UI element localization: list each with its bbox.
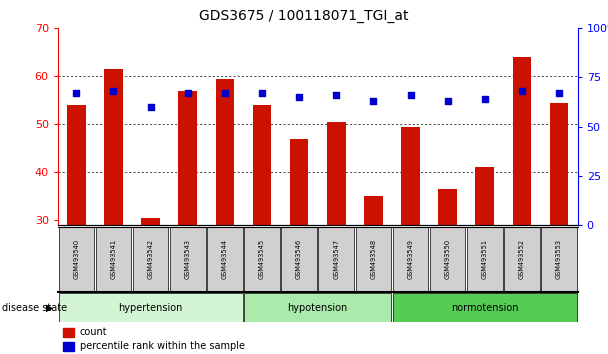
Bar	[401, 126, 420, 225]
Text: GSM493550: GSM493550	[444, 239, 451, 279]
Point	[146, 104, 156, 110]
Point	[331, 92, 341, 98]
Point	[220, 90, 230, 96]
Point	[257, 90, 267, 96]
Bar	[58, 293, 243, 322]
Bar	[290, 138, 308, 225]
Text: GSM493549: GSM493549	[407, 239, 413, 279]
Text: GSM493542: GSM493542	[148, 239, 154, 279]
Point	[480, 96, 489, 102]
Point	[294, 94, 304, 100]
Bar	[430, 227, 466, 292]
Text: GSM493552: GSM493552	[519, 239, 525, 279]
Text: GSM493548: GSM493548	[370, 239, 376, 279]
Bar	[141, 218, 160, 225]
Text: ▶: ▶	[46, 303, 54, 313]
Point	[554, 90, 564, 96]
Text: GSM493546: GSM493546	[296, 239, 302, 279]
Bar	[282, 227, 317, 292]
Bar	[364, 196, 382, 225]
Point	[109, 88, 119, 94]
Bar	[63, 342, 74, 351]
Point	[183, 90, 193, 96]
Bar	[178, 91, 197, 225]
Bar	[58, 227, 94, 292]
Text: GSM493553: GSM493553	[556, 239, 562, 279]
Bar	[244, 227, 280, 292]
Bar	[541, 227, 577, 292]
Point	[406, 92, 415, 98]
Text: GDS3675 / 100118071_TGI_at: GDS3675 / 100118071_TGI_at	[199, 9, 409, 23]
Text: GSM493540: GSM493540	[74, 239, 79, 279]
Bar	[319, 227, 354, 292]
Bar	[438, 189, 457, 225]
Bar	[170, 227, 206, 292]
Bar	[327, 122, 345, 225]
Text: GSM493544: GSM493544	[222, 239, 228, 279]
Bar	[67, 105, 86, 225]
Text: GSM493545: GSM493545	[259, 239, 265, 279]
Bar	[393, 293, 577, 322]
Bar	[475, 167, 494, 225]
Bar	[393, 227, 428, 292]
Bar	[467, 227, 503, 292]
Bar	[207, 227, 243, 292]
Text: disease state: disease state	[2, 303, 67, 313]
Bar	[216, 79, 234, 225]
Point	[517, 88, 527, 94]
Text: count: count	[80, 327, 107, 337]
Text: normotension: normotension	[451, 303, 519, 313]
Text: GSM493543: GSM493543	[185, 239, 191, 279]
Text: hypertension: hypertension	[119, 303, 183, 313]
Bar	[504, 227, 540, 292]
Bar	[133, 227, 168, 292]
Point	[443, 98, 452, 104]
Bar	[513, 57, 531, 225]
Text: hypotension: hypotension	[288, 303, 348, 313]
Text: GSM493551: GSM493551	[482, 239, 488, 279]
Bar	[356, 227, 391, 292]
Bar	[253, 105, 271, 225]
Text: GSM493547: GSM493547	[333, 239, 339, 279]
Bar	[550, 103, 568, 225]
Text: percentile rank within the sample: percentile rank within the sample	[80, 342, 244, 352]
Point	[368, 98, 378, 104]
Point	[72, 90, 81, 96]
Bar	[95, 227, 131, 292]
Bar	[244, 293, 391, 322]
Text: GSM493541: GSM493541	[111, 239, 117, 279]
Bar	[104, 69, 123, 225]
Bar	[63, 327, 74, 337]
